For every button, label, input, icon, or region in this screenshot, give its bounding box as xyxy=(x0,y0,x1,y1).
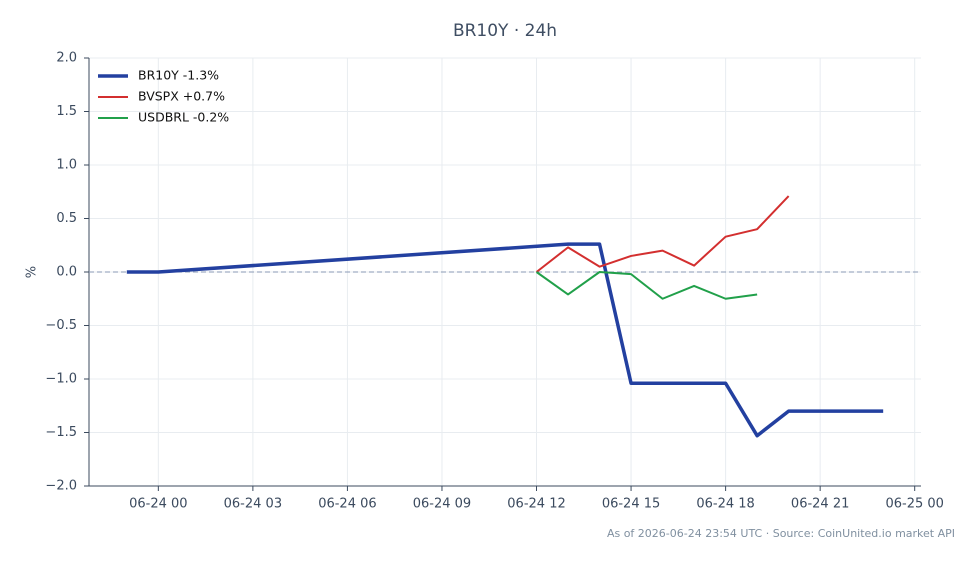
chart-title: BR10Y · 24h xyxy=(453,21,557,41)
x-tick-label: 06-25 00 xyxy=(885,497,943,512)
y-tick-label: 0.5 xyxy=(56,211,77,226)
series-line xyxy=(535,195,790,273)
x-tick-label: 06-24 09 xyxy=(413,497,471,512)
y-tick-label: 1.5 xyxy=(56,104,77,119)
y-tick-label: −1.0 xyxy=(45,372,77,387)
series-line xyxy=(126,242,884,438)
x-tick-label: 06-24 00 xyxy=(129,497,187,512)
x-tick-label: 06-24 06 xyxy=(318,497,376,512)
y-tick-label: 0.0 xyxy=(56,265,77,280)
y-tick-label: −0.5 xyxy=(45,318,77,333)
footnote: As of 2026-06-24 23:54 UTC · Source: Coi… xyxy=(607,527,955,540)
x-tick-label: 06-24 03 xyxy=(224,497,282,512)
legend-label: USDBRL -0.2% xyxy=(138,110,229,125)
x-tick-label: 06-24 18 xyxy=(696,497,754,512)
series-line xyxy=(535,271,758,300)
y-tick-label: 2.0 xyxy=(56,51,77,66)
y-tick-label: 1.0 xyxy=(56,158,77,173)
x-tick-label: 06-24 15 xyxy=(602,497,660,512)
legend-label: BR10Y -1.3% xyxy=(138,68,219,83)
y-tick-label: −2.0 xyxy=(45,479,77,494)
x-tick-label: 06-24 21 xyxy=(791,497,849,512)
y-axis-label: % xyxy=(25,266,40,278)
y-tick-label: −1.5 xyxy=(45,425,77,440)
x-tick-label: 06-24 12 xyxy=(507,497,565,512)
legend-label: BVSPX +0.7% xyxy=(138,89,225,104)
